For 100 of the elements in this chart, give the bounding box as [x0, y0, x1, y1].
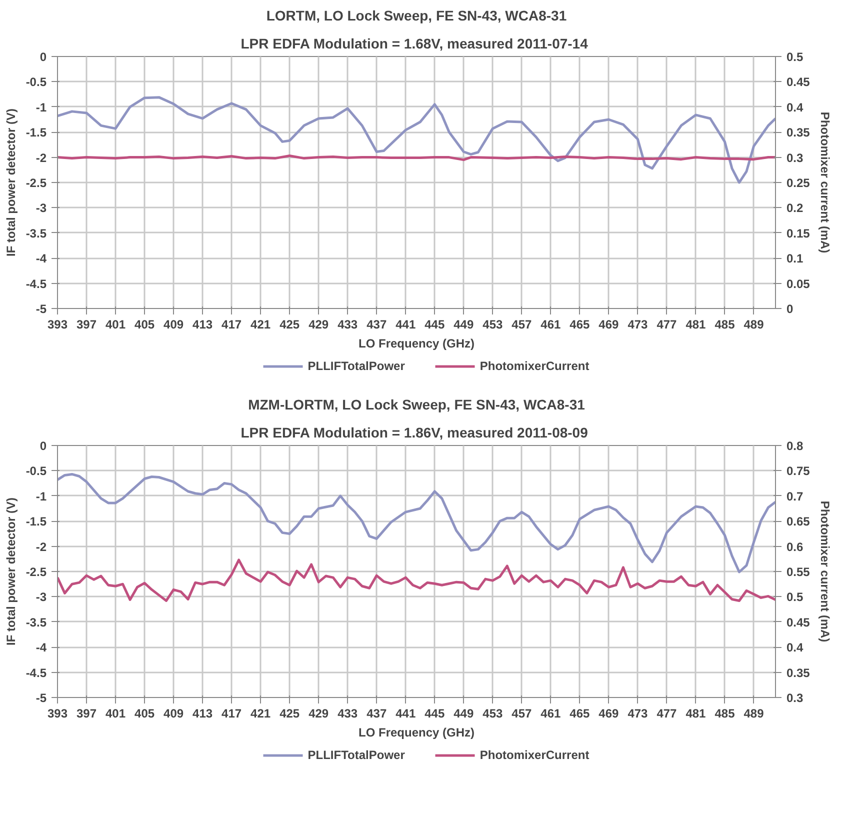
line-series — [58, 96, 776, 184]
x-tick-label: 425 — [280, 706, 300, 720]
y2-tick-label: 0.8 — [786, 439, 804, 453]
x-tick-label: 405 — [134, 318, 155, 332]
x-tick-label: 409 — [164, 318, 184, 332]
x-tick-label: 421 — [250, 318, 271, 332]
y-tick-label: -4.5 — [26, 666, 47, 680]
y-tick-label: -1 — [36, 489, 47, 504]
y2-axis-title: Photomixer current (mA) — [818, 500, 832, 642]
y2-tick-label: 0.7 — [786, 489, 804, 504]
y2-tick-label: 0.4 — [786, 640, 804, 655]
x-tick-label: 457 — [512, 318, 532, 332]
y2-axis-title: Photomixer current (mA) — [818, 112, 832, 254]
x-tick-label: 401 — [106, 318, 126, 332]
x-tick-label: 441 — [396, 318, 416, 332]
x-tick-label: 425 — [280, 318, 300, 332]
x-tick-label: 469 — [598, 706, 620, 720]
y2-tick-label: 0.6 — [786, 540, 804, 554]
x-tick-label: 429 — [308, 318, 329, 332]
x-tick-label: 421 — [250, 706, 271, 720]
line-series — [58, 558, 776, 602]
x-tick-label: 485 — [714, 318, 736, 332]
x-tick-label: 473 — [628, 706, 648, 720]
y2-tick-label: 0.5 — [786, 590, 804, 604]
x-tick-label: 473 — [628, 318, 648, 332]
legend-label: PhotomixerCurrent — [480, 359, 590, 373]
chart-title: MZM-LORTM, LO Lock Sweep, FE SN-43, WCA8-31 — [248, 396, 586, 412]
y2-tick-label: 0.45 — [786, 615, 810, 630]
x-tick-label: 445 — [424, 706, 445, 720]
x-tick-label: 409 — [164, 706, 184, 720]
y-axis-title: IF total power detector (V) — [4, 497, 18, 646]
x-axis-title: LO Frequency (GHz) — [358, 336, 475, 350]
chart-subtitle: LPR EDFA Modulation = 1.86V, measured 2011-08-09 — [240, 424, 588, 440]
x-tick-label: 453 — [482, 706, 503, 720]
x-tick-label: 485 — [714, 706, 736, 720]
y2-tick-label: 0.5 — [786, 50, 804, 64]
x-tick-label: 413 — [192, 318, 213, 332]
y-tick-label: -3.5 — [26, 226, 47, 240]
x-tick-label: 465 — [570, 706, 590, 720]
x-tick-label: 477 — [656, 318, 678, 332]
y2-tick-label: 0.75 — [786, 464, 810, 478]
y2-tick-label: 0.45 — [786, 75, 810, 90]
y-tick-label: -2.5 — [26, 176, 47, 190]
x-tick-label: 441 — [396, 706, 416, 720]
y-tick-label: -3 — [36, 201, 47, 216]
x-tick-label: 489 — [744, 706, 764, 720]
x-tick-label: 461 — [540, 706, 562, 720]
y2-tick-label: 0.35 — [786, 666, 810, 680]
y-tick-label: -5 — [36, 691, 47, 705]
x-tick-label: 393 — [47, 318, 68, 332]
y-tick-label: 0 — [40, 50, 47, 64]
x-tick-label: 437 — [366, 706, 387, 720]
y2-tick-label: 0.35 — [786, 126, 810, 140]
x-tick-label: 429 — [308, 706, 329, 720]
y-tick-label: -2 — [36, 150, 47, 165]
legend-label: PLLIFTotalPower — [308, 748, 405, 762]
x-tick-label: 465 — [570, 318, 590, 332]
y-tick-label: -4.5 — [26, 276, 47, 291]
legend-label: PLLIFTotalPower — [308, 359, 405, 373]
y-axis-title: IF total power detector (V) — [4, 108, 18, 257]
x-tick-label: 405 — [134, 706, 155, 720]
y2-tick-label: 0.4 — [786, 100, 804, 114]
y2-tick-label: 0.05 — [786, 276, 810, 291]
x-tick-label: 397 — [76, 706, 97, 720]
y-tick-label: -1.5 — [26, 514, 47, 529]
x-tick-label: 417 — [222, 318, 242, 332]
x-tick-label: 453 — [482, 318, 503, 332]
y-tick-label: -1.5 — [26, 126, 47, 140]
legend-label: PhotomixerCurrent — [480, 748, 590, 762]
y-tick-label: -0.5 — [26, 464, 47, 478]
y2-tick-label: 0 — [786, 302, 794, 316]
y-tick-label: -5 — [36, 302, 47, 316]
x-tick-label: 449 — [454, 318, 474, 332]
y-tick-label: -2 — [36, 540, 47, 554]
x-tick-label: 457 — [512, 706, 532, 720]
y2-tick-label: 0.1 — [786, 252, 804, 266]
x-tick-label: 393 — [47, 706, 68, 720]
y-tick-label: -3 — [36, 590, 47, 604]
y2-tick-label: 0.15 — [786, 226, 810, 240]
x-tick-label: 433 — [338, 318, 358, 332]
y-tick-label: -4 — [36, 252, 47, 266]
x-tick-label: 469 — [598, 318, 620, 332]
y2-tick-label: 0.3 — [786, 150, 804, 165]
y2-tick-label: 0.3 — [786, 691, 804, 705]
y2-tick-label: 0.25 — [786, 176, 810, 190]
x-tick-label: 481 — [686, 706, 706, 720]
x-tick-label: 433 — [338, 706, 358, 720]
y-tick-label: 0 — [40, 439, 47, 453]
x-tick-label: 437 — [366, 318, 387, 332]
y-tick-label: -4 — [36, 640, 47, 655]
x-tick-label: 397 — [76, 318, 97, 332]
x-axis-title: LO Frequency (GHz) — [358, 726, 475, 740]
x-tick-label: 401 — [106, 706, 126, 720]
x-tick-label: 477 — [656, 706, 678, 720]
y-tick-label: -2.5 — [26, 565, 47, 579]
chart-title: LORTM, LO Lock Sweep, FE SN-43, WCA8-31 — [266, 8, 567, 24]
line-series — [58, 472, 776, 574]
x-tick-label: 413 — [192, 706, 213, 720]
y2-tick-label: 0.2 — [786, 201, 804, 216]
x-tick-label: 461 — [540, 318, 562, 332]
